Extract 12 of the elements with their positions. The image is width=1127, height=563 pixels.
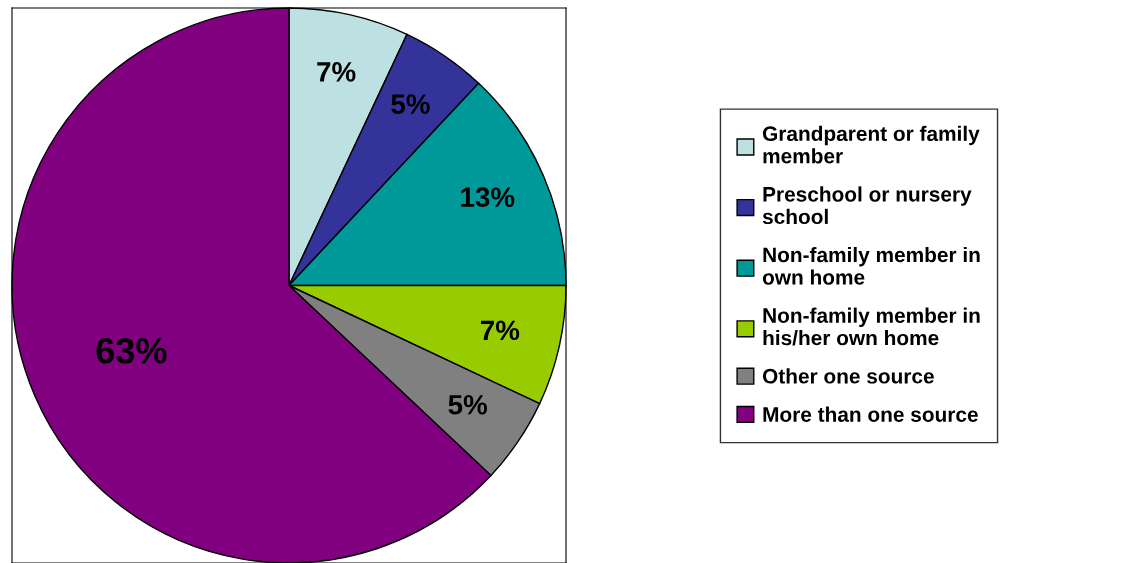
data-label: 7% — [480, 320, 520, 341]
data-label: 13% — [461, 187, 515, 208]
data-label: 7% — [317, 62, 356, 82]
legend-label: More than one source — [763, 406, 978, 422]
legend-label: Grandparent or family member — [762, 125, 980, 164]
legend-label: Non-family member in own home — [762, 246, 980, 285]
legend-label: Other one source — [762, 368, 934, 384]
data-label: 5% — [391, 94, 430, 114]
data-label: 63% — [96, 337, 167, 364]
data-label: 5% — [448, 395, 488, 415]
legend-label: Non-family member in his/her own home — [763, 307, 980, 346]
legend-label: Preschool or nursery school — [762, 186, 972, 225]
